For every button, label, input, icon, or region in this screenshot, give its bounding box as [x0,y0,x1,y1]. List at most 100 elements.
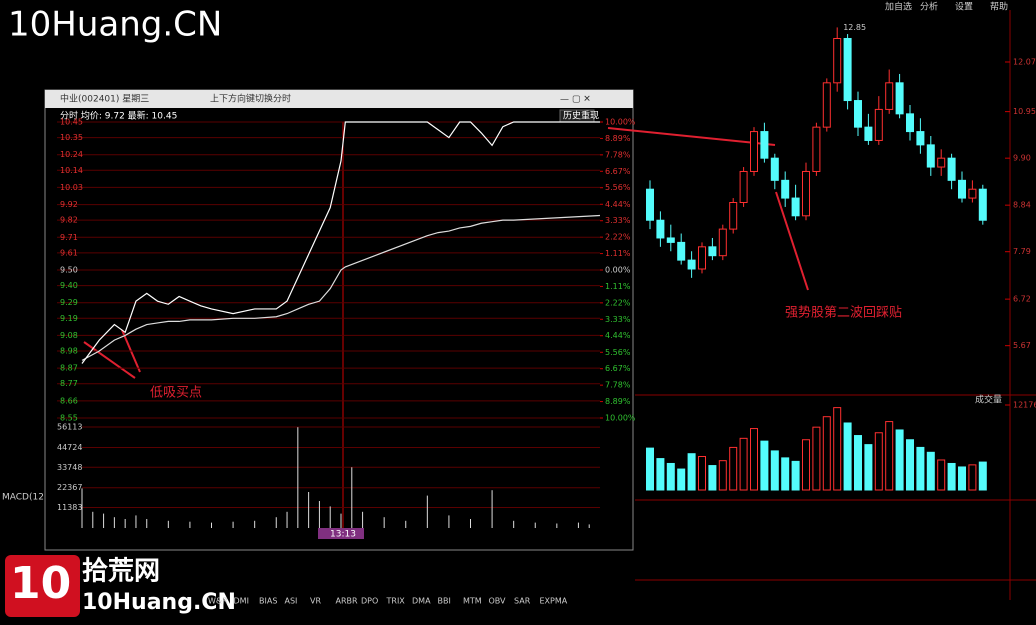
y-tick-label: 9.19 [60,314,78,323]
pct-tick-label: 7.78% [605,150,631,159]
y-tick-label: 10.24 [60,150,83,159]
volume-bar [729,446,738,491]
indicator-tab[interactable]: ARBR [336,597,359,606]
indicator-tab[interactable]: DMI [234,597,249,606]
indicator-tab[interactable]: DMA [412,597,431,606]
volume-bar [822,416,831,491]
toolbar-button[interactable]: 加自选 [885,1,912,13]
pct-tick-label: 4.44% [605,331,631,340]
y-tick-label: 9.08 [60,331,78,340]
candle-body [947,157,956,181]
volume-tick-label: 11383 [57,503,82,512]
annotation: 低吸买点 [150,386,202,401]
annotation: 强势股第二波回踩贴 [785,305,902,321]
candle-body [677,241,686,261]
popup-hint: 上下方向键切换分时 [210,93,291,105]
popup-title: 中业(002401) 星期三 [60,93,149,105]
y-tick-label: 9.82 [60,216,78,225]
high-label: 12.85 [843,23,866,32]
candle-body [854,100,862,128]
indicator-tab[interactable]: W&R [208,597,228,606]
y-tick-label: 9.40 [60,281,78,290]
logo-cn: 拾荒网 [82,557,160,587]
pct-tick-label: 2.22% [605,298,631,307]
candle-body [739,170,748,204]
volume-bar [833,407,842,491]
y-tick-label: 9.61 [60,248,78,257]
y-tick-label: 9.29 [60,298,78,307]
volume-bar [770,450,779,491]
indicator-tab[interactable]: MTM [463,597,482,606]
pct-tick-label: 8.89% [605,397,631,406]
y-tick-label: 10.03 [60,183,83,192]
indicator-tab[interactable]: VR [310,597,321,606]
candle-body [906,113,914,133]
candle-body [895,82,904,115]
y-tick-label: 12.07 [1013,57,1036,66]
indicator-tab[interactable]: TRIX [386,597,406,606]
candle-body [646,188,654,221]
logo-en: 10Huang.CN [82,590,236,615]
volume-bar [760,440,769,491]
volume-bar [854,435,862,491]
toolbar-button[interactable]: 分析 [920,1,938,13]
arrow [607,127,776,146]
volume-bar [802,439,810,491]
indicator-tab[interactable]: BBI [438,597,451,606]
indicator-tab[interactable]: OBV [489,597,507,606]
candle-body [937,157,946,168]
y-tick-label: 10.35 [60,133,83,142]
y-tick-label: 8.84 [1013,201,1031,210]
volume-bar [718,460,727,491]
volume-tick-label: 33748 [57,463,82,472]
history-button-label[interactable]: 历史重现 [563,110,599,122]
popup-titlebar [45,90,633,108]
indicator-tab[interactable]: EXPMA [540,597,568,606]
indicator-tab[interactable]: ASI [285,597,298,606]
y-tick-label: 8.55 [60,414,78,423]
pct-tick-label: 5.56% [605,183,631,192]
volume-bar [937,459,946,491]
toolbar-button[interactable]: 设置 [955,2,973,13]
popup-controls[interactable]: — ▢ ✕ [560,95,591,105]
popup-info: 分时 均价: 9.72 最新: 10.45 [60,110,177,122]
volume-bar [885,421,894,491]
volume-bar [781,457,790,491]
arrow [83,341,136,379]
y-tick-label: 8.98 [60,347,78,356]
y-tick-label: 10.45 [60,118,83,127]
candle-body [750,131,758,172]
logo-badge [5,555,80,617]
volume-bar [895,429,904,491]
candle-body [718,228,727,257]
pct-tick-label: 3.33% [605,216,631,225]
y-tick-label: 6.72 [1013,295,1031,304]
volume-bar [906,439,914,491]
volume-tick-label: 12176 [1013,401,1036,410]
volume-bar [739,437,748,491]
indicator-tab[interactable]: SAR [514,597,531,606]
indicator-tab[interactable]: BIAS [259,597,277,606]
pct-tick-label: 6.67% [605,167,631,176]
volume-bar [791,460,800,491]
y-tick-label: 10.14 [60,166,83,175]
macd-label: MACD(12,26,9) [2,493,70,503]
pct-tick-label: 3.33% [605,315,631,324]
y-tick-label: 8.77 [60,379,78,388]
candle-body [874,108,883,141]
candle-body [822,82,831,128]
y-tick-label: 9.90 [1013,154,1031,163]
volume-bar [687,453,696,491]
y-tick-label: 9.92 [60,200,78,209]
watermark: 10Huang.CN [8,5,222,45]
toolbar-button[interactable]: 帮助 [990,1,1008,13]
candle-body [760,131,769,159]
volume-bar [958,466,966,491]
candle-body [791,197,800,217]
volume-tick-label: 22367 [57,483,82,492]
popup-window [44,89,634,551]
y-tick-label: 8.87 [60,364,78,373]
indicator-tab[interactable]: DPO [361,597,378,606]
volume-bar [698,455,706,491]
